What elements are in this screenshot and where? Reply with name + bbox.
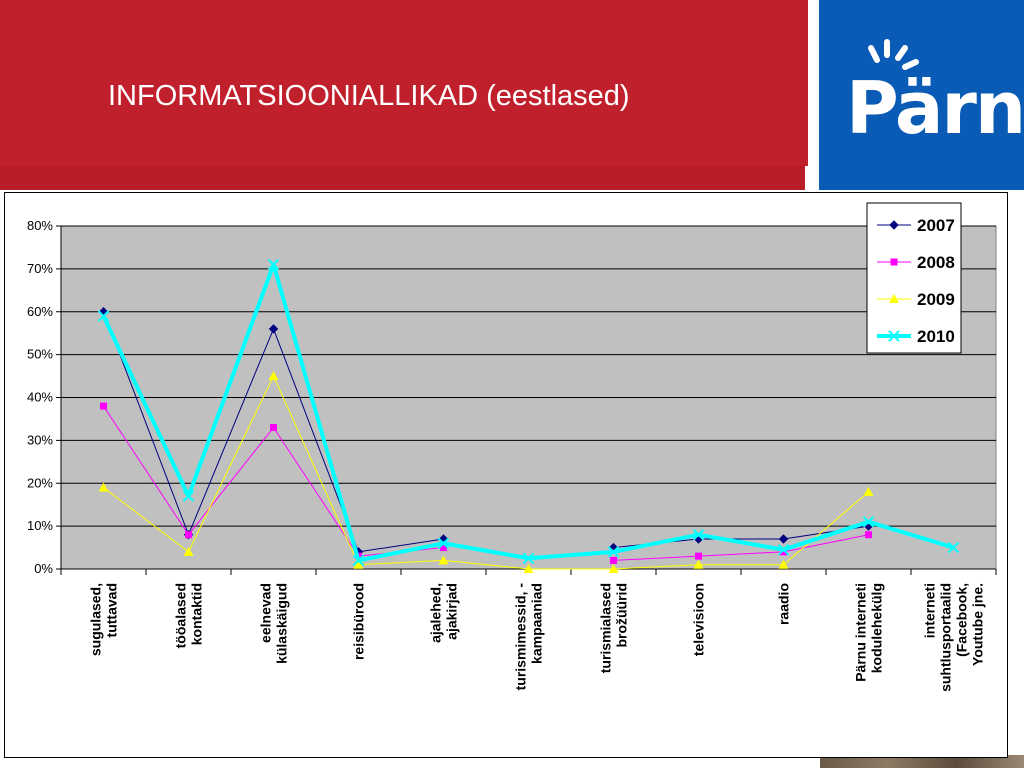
header-shadow	[0, 166, 805, 190]
legend-label: 2007	[917, 216, 955, 235]
series-2009-point	[268, 371, 279, 381]
category-label: Pärnu interneti	[853, 583, 869, 682]
category-label: televisioon	[691, 583, 707, 656]
line-chart: 0% 10% 20% 30% 40% 50% 60% 70% 80% sugulased, tutt…	[27, 202, 997, 692]
category-label: brožüürid	[614, 583, 630, 648]
logo-text: Pärnu	[846, 66, 1024, 150]
series-2010-point	[777, 543, 790, 556]
category-label: Youtube jne.	[970, 583, 986, 666]
y-tick-label: 70%	[27, 261, 53, 276]
series-2009-point	[608, 564, 619, 573]
series-2009-line	[103, 375, 869, 570]
series-2008-point	[100, 402, 107, 410]
series-2008-point	[185, 531, 192, 539]
series-2009-point	[353, 559, 364, 569]
series-2007-point	[268, 324, 279, 334]
category-label: tuttavad	[104, 583, 120, 637]
series-2010-point	[862, 516, 875, 528]
category-label: eelnevad	[258, 583, 274, 643]
legend-label: 2009	[917, 290, 955, 309]
series-2009-point	[863, 486, 874, 496]
series-2008-point	[610, 556, 617, 564]
series-2010-point	[607, 546, 620, 558]
series-2010-point	[437, 537, 450, 549]
category-label: suhtlusportaalid	[938, 583, 954, 692]
series-2009-point	[438, 555, 449, 565]
series-2008-point	[865, 531, 872, 539]
slide-title: INFORMATSIOONIALLIKAD (eestlased)	[108, 80, 630, 112]
series-2009-point	[98, 482, 109, 492]
series-2009-point	[778, 559, 789, 569]
series-2008-line	[613, 534, 869, 561]
y-tick-label: 20%	[27, 475, 53, 490]
category-label: kodulehekülg	[869, 583, 885, 673]
series-2010-point	[692, 528, 705, 541]
legend-label: 2010	[917, 327, 955, 346]
series-2010-point	[97, 310, 110, 322]
y-tick-label: 0%	[34, 561, 53, 576]
logo-sun-rays-icon	[868, 39, 919, 70]
category-label: turismialased	[598, 583, 614, 673]
series-2007-point	[778, 534, 789, 544]
series-2008-point	[780, 548, 787, 556]
series-2010-point	[522, 552, 535, 564]
legend-marker	[888, 330, 900, 342]
category-label: ajalehed,	[428, 583, 444, 643]
header-band	[0, 0, 808, 166]
series-2008-point	[695, 552, 702, 560]
category-label: interneti	[922, 583, 938, 638]
legend-marker	[889, 220, 899, 230]
category-label: turismimessid, -	[513, 583, 529, 691]
series-2009-point	[523, 564, 534, 573]
series-2008-point	[270, 424, 277, 432]
photo-strip	[820, 755, 1024, 768]
chart-frame: 0% 10% 20% 30% 40% 50% 60% 70% 80% sugulased, tutt…	[4, 192, 1008, 758]
category-label: tööalased	[173, 583, 189, 648]
series-2010-point	[352, 554, 365, 567]
y-tick-label: 80%	[27, 218, 53, 233]
legend-marker	[890, 258, 898, 266]
series-2009-point	[693, 559, 704, 569]
category-label: raadio	[776, 583, 792, 625]
legend-marker	[889, 294, 899, 303]
series-2010-point	[947, 541, 960, 554]
category-label: reisibürood	[351, 583, 367, 660]
y-tick-label: 10%	[27, 518, 53, 533]
legend	[866, 202, 962, 354]
y-tick-label: 30%	[27, 432, 53, 447]
y-tick-label: 50%	[27, 347, 53, 362]
series-2009-point	[183, 546, 194, 556]
y-tick-label: 60%	[27, 304, 53, 319]
category-label: külaskäigud	[274, 583, 290, 664]
series-2010-point	[182, 490, 195, 502]
series-2010-point	[267, 258, 280, 271]
parnu-logo: Pärnu	[819, 0, 1024, 190]
y-tick-label: 40%	[27, 390, 53, 405]
legend-label: 2008	[917, 253, 955, 272]
category-label: kontaktid	[189, 583, 205, 645]
category-label: (Facebook,	[954, 583, 970, 657]
category-label: ajakirjad	[444, 583, 460, 640]
category-label: sugulased,	[88, 583, 104, 656]
category-label: kampaaniad	[529, 583, 545, 664]
series-2008-point	[440, 544, 447, 552]
